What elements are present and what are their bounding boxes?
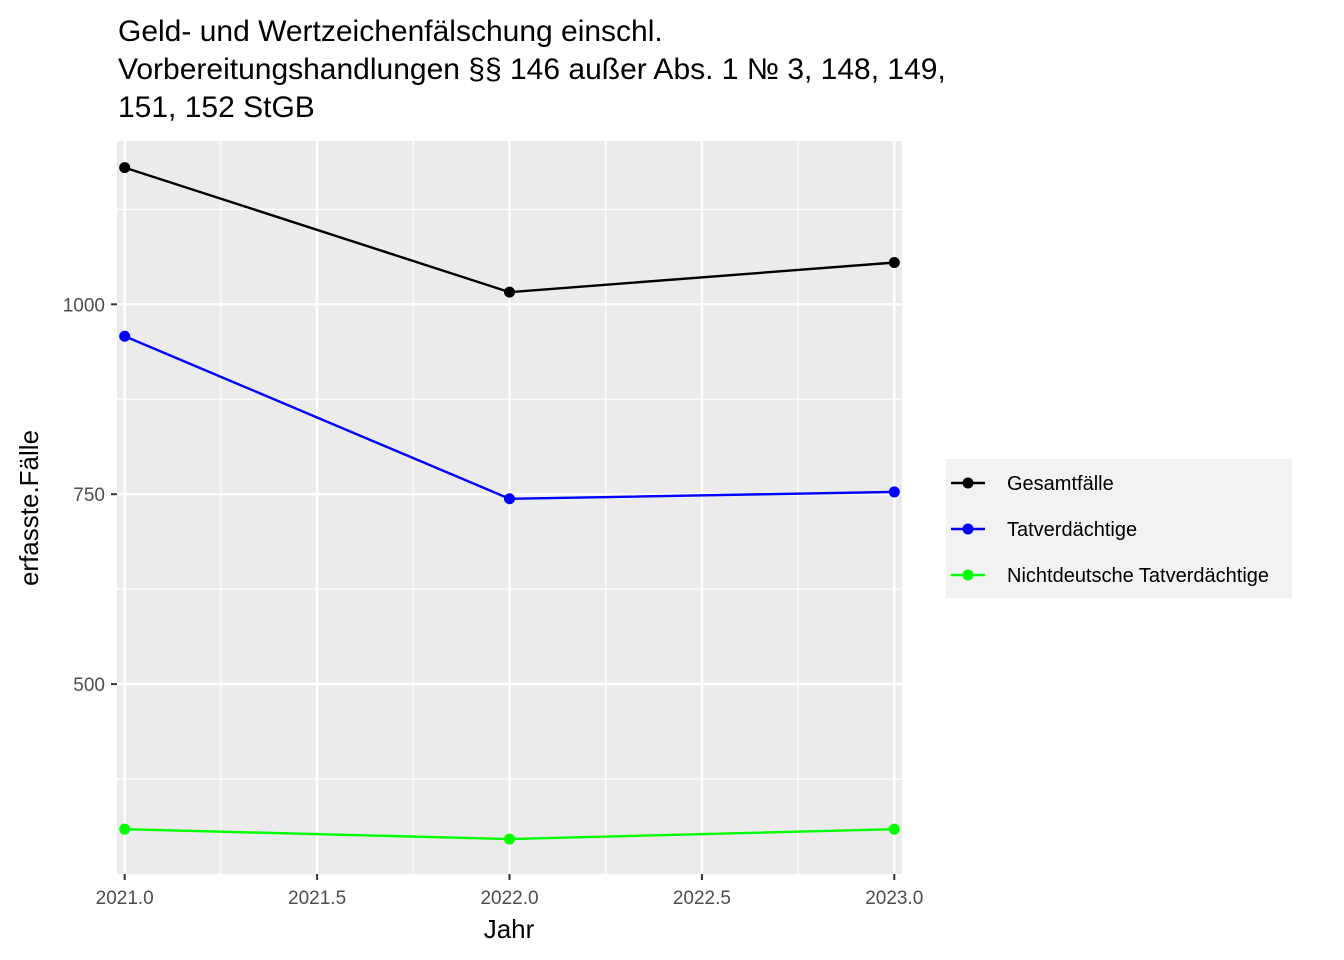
series-layer <box>119 162 900 845</box>
legend-key-point-0 <box>962 477 974 489</box>
x-tick-label-4: 2023.0 <box>865 888 923 909</box>
x-axis-title: Jahr <box>484 914 535 944</box>
legend-item-0: Gesamtfälle <box>951 473 1114 495</box>
legend-key-point-1 <box>962 523 974 535</box>
x-tick-label-2: 2022.0 <box>480 888 538 909</box>
chart-title-line-2: Vorbereitungshandlungen §§ 146 außer Abs… <box>118 53 946 86</box>
series-2 <box>119 823 900 845</box>
data-point-1-1 <box>504 493 515 505</box>
legend-item-1: Tatverdächtige <box>951 519 1137 541</box>
data-point-1-2 <box>888 486 900 498</box>
data-point-0-1 <box>504 286 515 298</box>
y-axis: 500 750 1000 <box>63 295 117 696</box>
y-tick-label-0: 500 <box>73 675 105 696</box>
data-point-1-0 <box>119 330 131 342</box>
chart-title-line-1: Geld- und Wertzeichenfälschung einschl. <box>118 15 663 48</box>
legend: Gesamtfälle Tatverdächtige Nichtdeutsche T… <box>946 459 1292 598</box>
chart-title-line-3: 151, 152 StGB <box>118 91 315 124</box>
x-tick-label-0: 2021.0 <box>96 888 154 909</box>
x-tick-label-3: 2022.5 <box>673 888 731 909</box>
x-axis: 2021.0 2021.5 2022.0 2022.5 2023.0 <box>96 874 923 909</box>
y-axis-title: erfasste.Fälle <box>14 430 44 586</box>
legend-background <box>946 459 1292 598</box>
data-point-2-0 <box>119 823 131 835</box>
data-point-2-1 <box>504 833 515 845</box>
y-tick-label-1: 750 <box>73 485 105 506</box>
legend-key-point-2 <box>962 569 974 581</box>
y-tick-label-2: 1000 <box>63 295 105 316</box>
x-tick-label-1: 2021.5 <box>288 888 346 909</box>
series-0 <box>119 162 900 298</box>
legend-label-2: Nichtdeutsche Tatverdächtige <box>1007 565 1269 587</box>
legend-item-2: Nichtdeutsche Tatverdächtige <box>951 565 1269 587</box>
series-1 <box>119 330 900 505</box>
data-point-0-0 <box>119 162 131 174</box>
data-point-2-2 <box>888 823 900 835</box>
legend-label-0: Gesamtfälle <box>1007 473 1114 495</box>
legend-label-1: Tatverdächtige <box>1007 519 1137 541</box>
data-point-0-2 <box>888 257 900 269</box>
chart-title: Geld- und Wertzeichenfälschung einschl. … <box>118 15 946 124</box>
